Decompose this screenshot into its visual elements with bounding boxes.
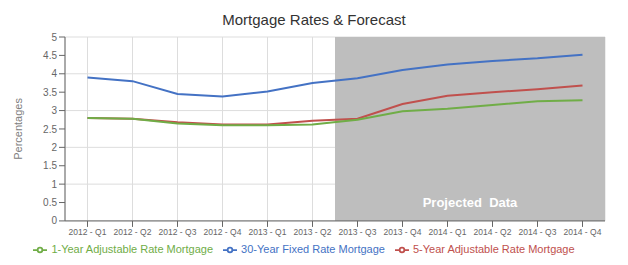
svg-text:Percentages: Percentages: [12, 98, 24, 160]
svg-text:4: 4: [51, 68, 57, 79]
svg-text:2012 - Q2: 2012 - Q2: [114, 227, 152, 237]
svg-text:2012 - Q1: 2012 - Q1: [69, 227, 107, 237]
svg-text:2014 - Q4: 2014 - Q4: [564, 227, 602, 237]
svg-text:2013 - Q1: 2013 - Q1: [249, 227, 287, 237]
svg-text:3: 3: [51, 105, 57, 116]
html-text:1-Year Adjustable Rate Mortgag: 1-Year Adjustable Rate Mortgage: [51, 242, 213, 255]
svg-text:2013 - Q2: 2013 - Q2: [294, 227, 332, 237]
svg-text:2012 - Q3: 2012 - Q3: [159, 227, 197, 237]
svg-text:0: 0: [51, 215, 57, 226]
svg-text:2012 - Q4: 2012 - Q4: [204, 227, 242, 237]
html-text:5-Year Adjustable Rate Mortgag: 5-Year Adjustable Rate Mortgage: [413, 242, 575, 255]
svg-text:2013 - Q3: 2013 - Q3: [339, 227, 377, 237]
svg-text:2013 - Q4: 2013 - Q4: [384, 227, 422, 237]
svg-text:0.5: 0.5: [43, 197, 57, 208]
html-text:Mortgage Rates & Forecast: Mortgage Rates & Forecast: [222, 11, 406, 28]
svg-text:4.5: 4.5: [43, 50, 57, 61]
svg-text:2014 - Q2: 2014 - Q2: [474, 227, 512, 237]
svg-text:2: 2: [51, 142, 57, 153]
svg-text:2014 - Q1: 2014 - Q1: [429, 227, 467, 237]
svg-text:5: 5: [51, 32, 57, 43]
svg-text:2.5: 2.5: [43, 124, 57, 135]
svg-text:1.5: 1.5: [43, 160, 57, 171]
svg-text:Projected Data: Projected Data: [423, 195, 518, 210]
svg-text:1: 1: [51, 179, 57, 190]
svg-text:2014 - Q3: 2014 - Q3: [519, 227, 557, 237]
svg-text:3.5: 3.5: [43, 87, 57, 98]
html-text:30-Year Fixed Rate Mortgage: 30-Year Fixed Rate Mortgage: [241, 242, 385, 255]
